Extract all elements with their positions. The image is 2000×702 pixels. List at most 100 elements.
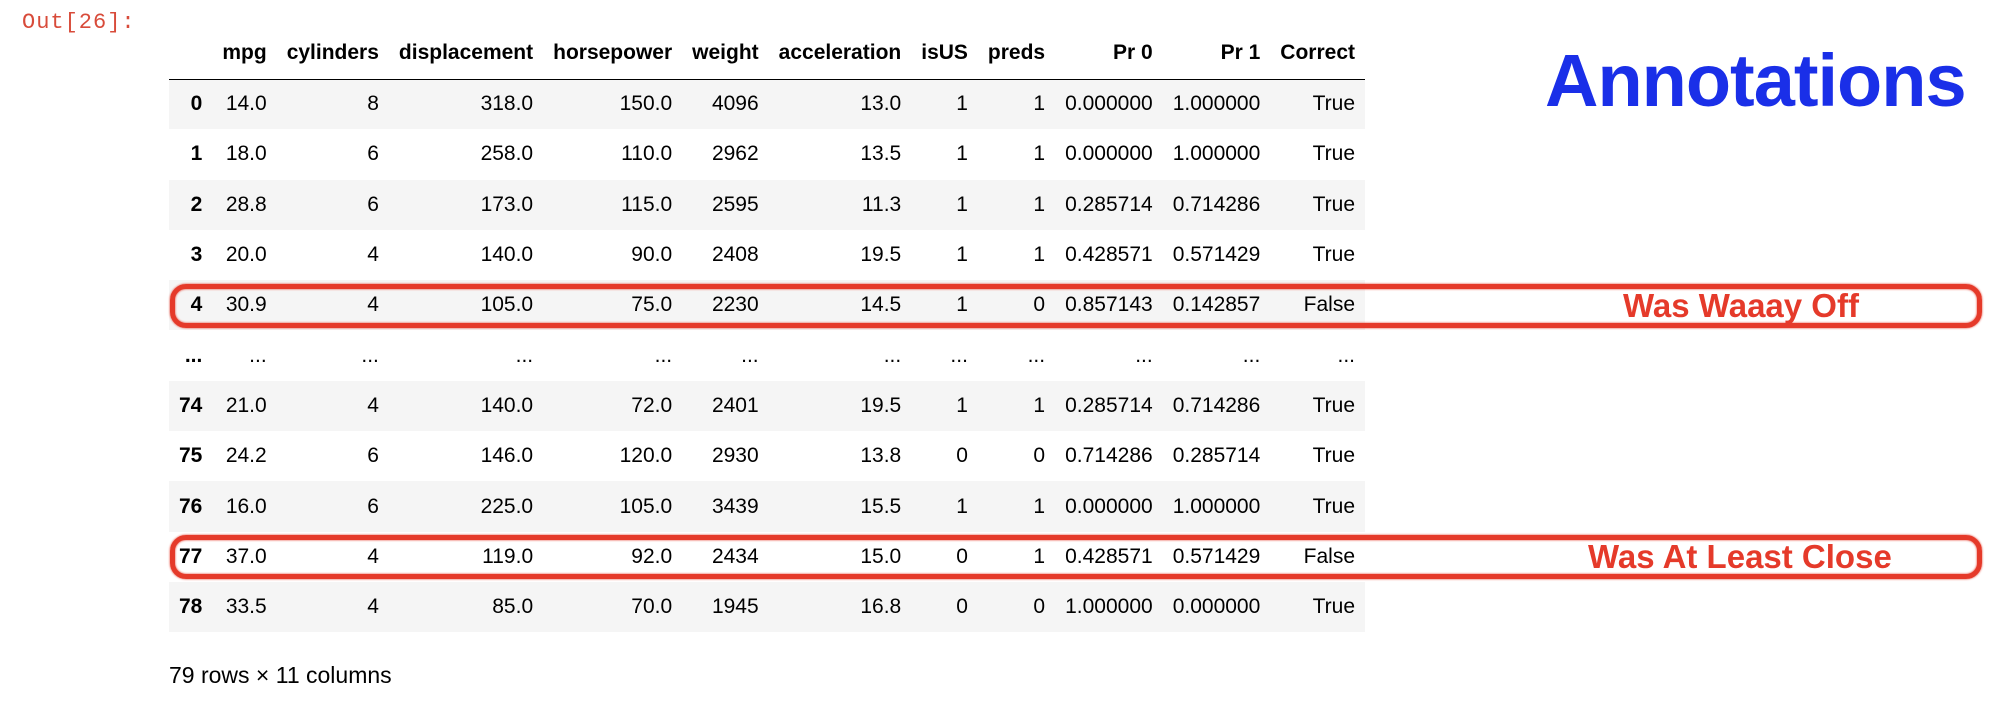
table-cell-displacement: 258.0 (480, 142, 534, 166)
table-cell-correct: ... (1337, 343, 1355, 367)
table-cell-correct: False (1303, 544, 1355, 568)
table-cell-weight: 4096 (711, 92, 759, 116)
table-cell-cylinders: 4 (367, 595, 379, 619)
table-row: 75 24.2 6 146.0 120.0 2930 13.8 0 0 0.714286 0.285… (169, 431, 1365, 482)
table-cell-horsepower: 72.0 (631, 393, 673, 417)
column-header-preds: preds (977, 28, 1056, 80)
table-row: 78 33.5 4 85.0 70.0 1945 16.8 0 0 1.000000 0.00000… (169, 581, 1365, 633)
table-cell-displacement: 318.0 (480, 92, 534, 116)
table-cell-pr-1: 1.000000 (1172, 142, 1261, 166)
table-row: 0 14.0 8 318.0 150.0 4096 13.0 1 1 0.000000 1.0000… (169, 79, 1365, 130)
table-cell-cylinders: 4 (367, 544, 379, 568)
column-header-pr-0: Pr 0 (1055, 28, 1163, 80)
dataframe-shape: 79 rows × 11 columns (169, 662, 392, 688)
table-cell-horsepower: 92.0 (631, 544, 673, 568)
table-cell-correct: True (1312, 444, 1355, 468)
table-cell-isus: 1 (956, 92, 968, 116)
table-row: 77 37.0 4 119.0 92.0 2434 15.0 0 1 0.428571 0.5714… (169, 531, 1365, 582)
row-index: 1 (190, 142, 203, 166)
table-cell-acceleration: 15.0 (860, 544, 902, 568)
table-cell-isus: 1 (956, 192, 968, 216)
table-cell-acceleration: 14.5 (860, 293, 902, 317)
table-cell-mpg: 24.2 (225, 444, 267, 468)
table-cell-cylinders: 4 (367, 393, 379, 417)
header-row: mpg cylinders displacement horsepower weight… (169, 28, 1365, 80)
table-cell-cylinders: 4 (367, 293, 379, 317)
table-cell-pr-0: 0.000000 (1065, 92, 1153, 116)
table-cell-acceleration: 19.5 (860, 243, 902, 267)
table-cell-acceleration: 13.5 (860, 142, 902, 166)
table-cell-preds: 1 (1033, 243, 1046, 267)
table-row: .................................... (169, 330, 1365, 381)
column-header-mpg: mpg (212, 28, 277, 80)
table-cell-weight: 2930 (711, 444, 759, 468)
table-cell-mpg: 20.0 (225, 243, 267, 267)
row-index: ... (184, 343, 203, 367)
column-header-correct: Correct (1270, 28, 1365, 80)
table-cell-pr-1: 0.714286 (1172, 393, 1261, 417)
table-cell-horsepower: 75.0 (631, 293, 673, 317)
table-cell-horsepower: 110.0 (621, 142, 673, 166)
table-cell-pr-0: 0.857143 (1065, 293, 1153, 317)
table-cell-isus: 0 (956, 544, 968, 568)
table-cell-mpg: 18.0 (225, 142, 267, 166)
annotations-title: Annotations (1545, 39, 1967, 122)
column-header-pr-1: Pr 1 (1162, 28, 1271, 80)
table-row: 1 18.0 6 258.0 110.0 2962 13.5 1 1 0.000000 1.0000… (169, 129, 1365, 180)
table-cell-correct: True (1312, 192, 1355, 216)
table-cell-preds: 1 (1033, 544, 1046, 568)
table-cell-displacement: 173.0 (480, 192, 534, 216)
table-cell-pr-0: 0.714286 (1065, 444, 1153, 468)
table-cell-acceleration: 15.5 (860, 494, 902, 518)
row-index: 2 (190, 192, 203, 216)
table-cell-weight: 2962 (711, 142, 759, 166)
table-row: 3 20.0 4 140.0 90.0 2408 19.5 1 1 0.428571 0.57142… (169, 229, 1365, 281)
row-index: 76 (179, 494, 203, 518)
table-cell-preds: 0 (1033, 444, 1046, 468)
table-cell-horsepower: 70.0 (631, 595, 673, 619)
table-cell-pr-1: ... (1242, 343, 1261, 367)
table-cell-pr-1: 0.000000 (1172, 595, 1261, 619)
table-cell-displacement: 146.0 (480, 444, 534, 468)
table-cell-preds: 0 (1033, 595, 1046, 619)
table-row: 76 16.0 6 225.0 105.0 3439 15.5 1 1 0.000000 1.000… (169, 481, 1365, 532)
column-header-horsepower: horsepower (543, 28, 683, 80)
table-cell-acceleration: 16.8 (860, 595, 902, 619)
table-cell-isus: 0 (956, 595, 968, 619)
table-cell-isus: 1 (956, 293, 968, 317)
table-cell-preds: ... (1027, 343, 1046, 367)
table-cell-cylinders: 8 (367, 92, 379, 116)
annotation-label-close: Was At Least Close (1588, 538, 1892, 575)
table-cell-pr-1: 1.000000 (1172, 494, 1261, 518)
table-cell-pr-0: 0.000000 (1065, 494, 1153, 518)
table-cell-correct: True (1312, 393, 1355, 417)
table-cell-pr-1: 0.571429 (1172, 544, 1261, 568)
highlight-box-row-77 (170, 535, 1982, 579)
table-cell-pr-1: 1.000000 (1172, 92, 1261, 116)
table-cell-acceleration: 13.8 (860, 444, 902, 468)
table-cell-pr-0: 0.285714 (1065, 393, 1153, 417)
table-cell-weight: 2230 (711, 293, 759, 317)
table-cell-isus: 1 (956, 142, 968, 166)
table-cell-pr-1: 0.285714 (1172, 444, 1261, 468)
table-cell-weight: 1945 (711, 595, 759, 619)
column-header-cylinders: cylinders (276, 28, 389, 80)
table-row: 2 28.8 6 173.0 115.0 2595 11.3 1 1 0.285714 0.7142… (169, 179, 1365, 230)
table-cell-correct: True (1312, 92, 1355, 116)
table-cell-weight: 3439 (711, 494, 759, 518)
table-cell-pr-0: 0.000000 (1065, 142, 1153, 166)
table-cell-preds: 1 (1033, 92, 1046, 116)
table-cell-horsepower: ... (654, 343, 673, 367)
table-cell-pr-1: 0.714286 (1172, 192, 1261, 216)
table-cell-horsepower: 105.0 (619, 494, 673, 518)
table-cell-preds: 0 (1033, 293, 1046, 317)
table-cell-mpg: 28.8 (225, 192, 267, 216)
table-cell-horsepower: 150.0 (619, 92, 673, 116)
dataframe-output: mpg cylinders displacement horsepower weight… (169, 28, 1365, 633)
table-cell-displacement: 140.0 (480, 393, 534, 417)
table-cell-preds: 1 (1033, 494, 1046, 518)
table-cell-weight: 2401 (711, 393, 759, 417)
table-cell-cylinders: 6 (367, 142, 379, 166)
table-cell-weight: 2434 (711, 544, 759, 568)
table-cell-mpg: 14.0 (225, 92, 267, 116)
